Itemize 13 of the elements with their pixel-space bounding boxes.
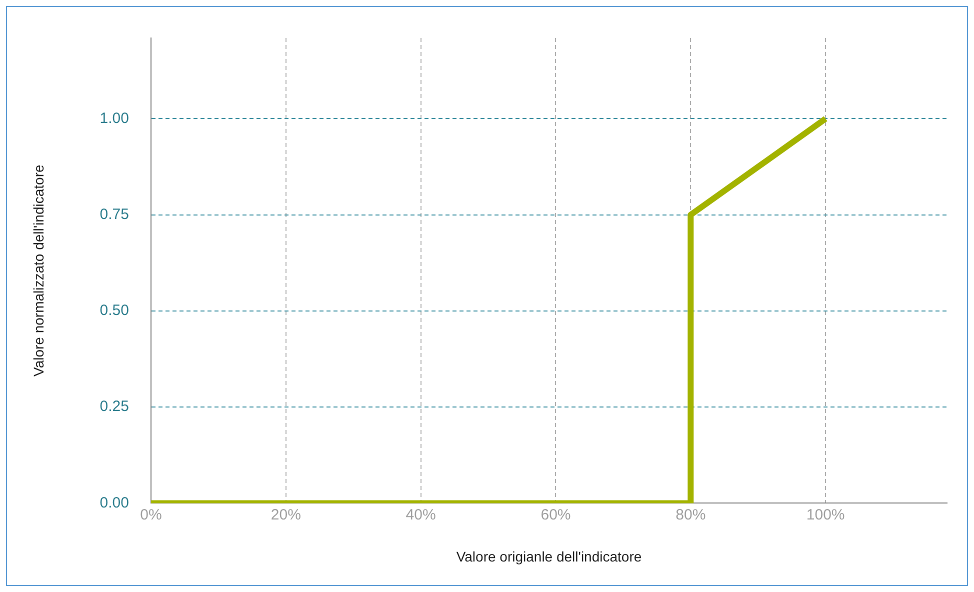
y-tick-label: 0.75 [100, 206, 129, 223]
x-axis-title: Valore origianle dell'indicatore [456, 548, 642, 564]
x-tick-label: 100% [806, 506, 845, 524]
x-tick-label: 40% [406, 506, 436, 524]
y-axis-title: Valore normalizzato dell'indicatore [30, 164, 46, 376]
x-tick-label: 80% [676, 506, 706, 524]
y-tick-label: 0.00 [100, 494, 129, 512]
x-tick-label: 0% [140, 506, 162, 524]
y-tick-label: 1.00 [100, 110, 129, 127]
x-tick-label: 60% [540, 506, 571, 524]
x-tick-label: 20% [270, 506, 301, 524]
y-tick-label: 0.25 [100, 398, 129, 416]
y-tick-label: 0.50 [100, 302, 129, 320]
